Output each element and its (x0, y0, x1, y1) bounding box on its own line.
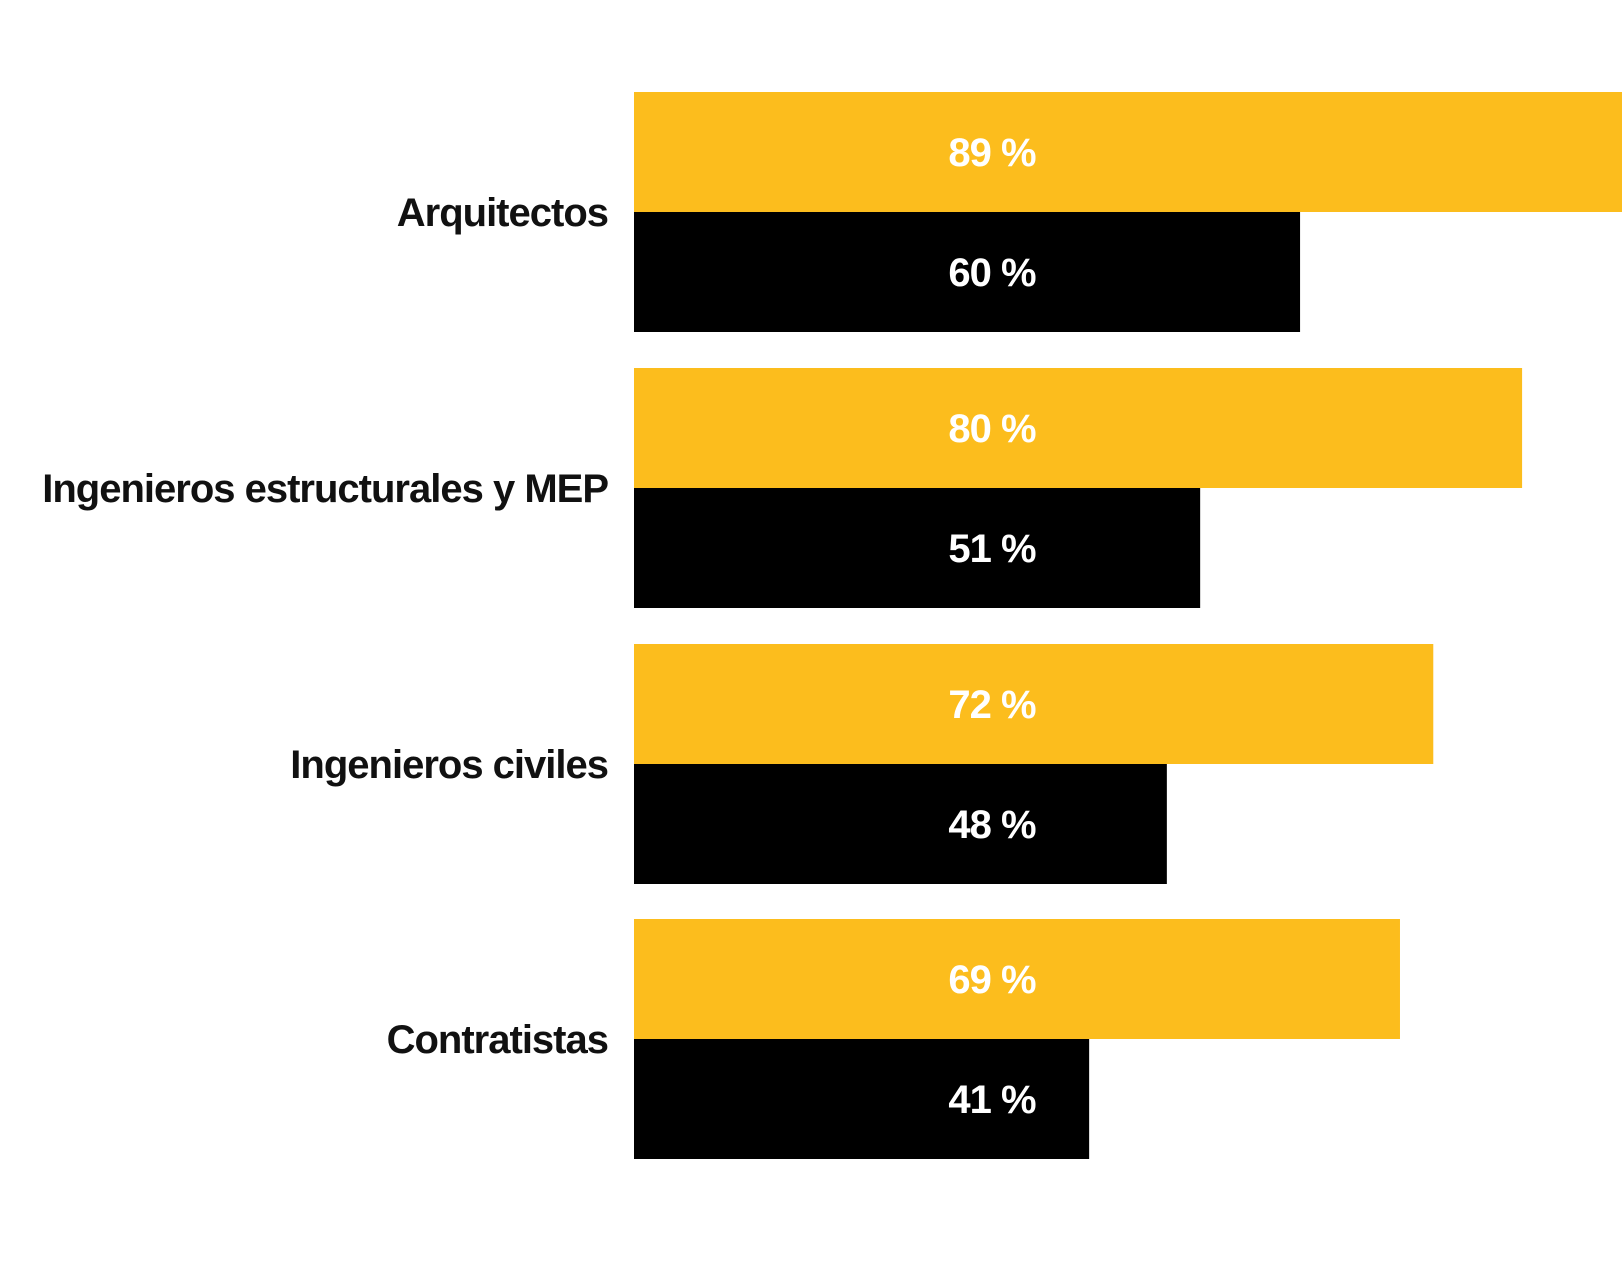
value-label-yellow-3: 69 % (948, 958, 1036, 1002)
value-label-yellow-2: 72 % (948, 683, 1036, 727)
bar-yellow-0 (634, 92, 1622, 212)
bar-yellow-1 (634, 368, 1523, 488)
bar-black-1 (634, 488, 1201, 608)
bar-yellow-2 (634, 644, 1434, 764)
bar-black-3 (634, 1039, 1090, 1159)
bar-black-0 (634, 212, 1301, 332)
bar-black-2 (634, 764, 1167, 884)
value-label-black-0: 60 % (948, 251, 1036, 295)
bars-group (634, 92, 1622, 1159)
category-labels-group: Arquitectos Ingenieros estructurales y ME… (42, 191, 609, 1062)
value-label-yellow-1: 80 % (948, 407, 1036, 451)
value-label-yellow-0: 89 % (948, 131, 1036, 175)
value-label-black-3: 41 % (948, 1078, 1036, 1122)
bar-yellow-3 (634, 919, 1400, 1039)
value-label-black-2: 48 % (948, 803, 1036, 847)
category-label-1: Ingenieros estructurales y MEP (42, 467, 608, 511)
value-labels-group: 89 % 60 % 80 % 51 % 72 % 48 % 69 % 41 % (948, 131, 1037, 1122)
value-label-black-1: 51 % (948, 527, 1036, 571)
category-label-0: Arquitectos (397, 191, 608, 235)
category-label-3: Contratistas (387, 1018, 608, 1062)
category-label-2: Ingenieros civiles (290, 743, 608, 787)
